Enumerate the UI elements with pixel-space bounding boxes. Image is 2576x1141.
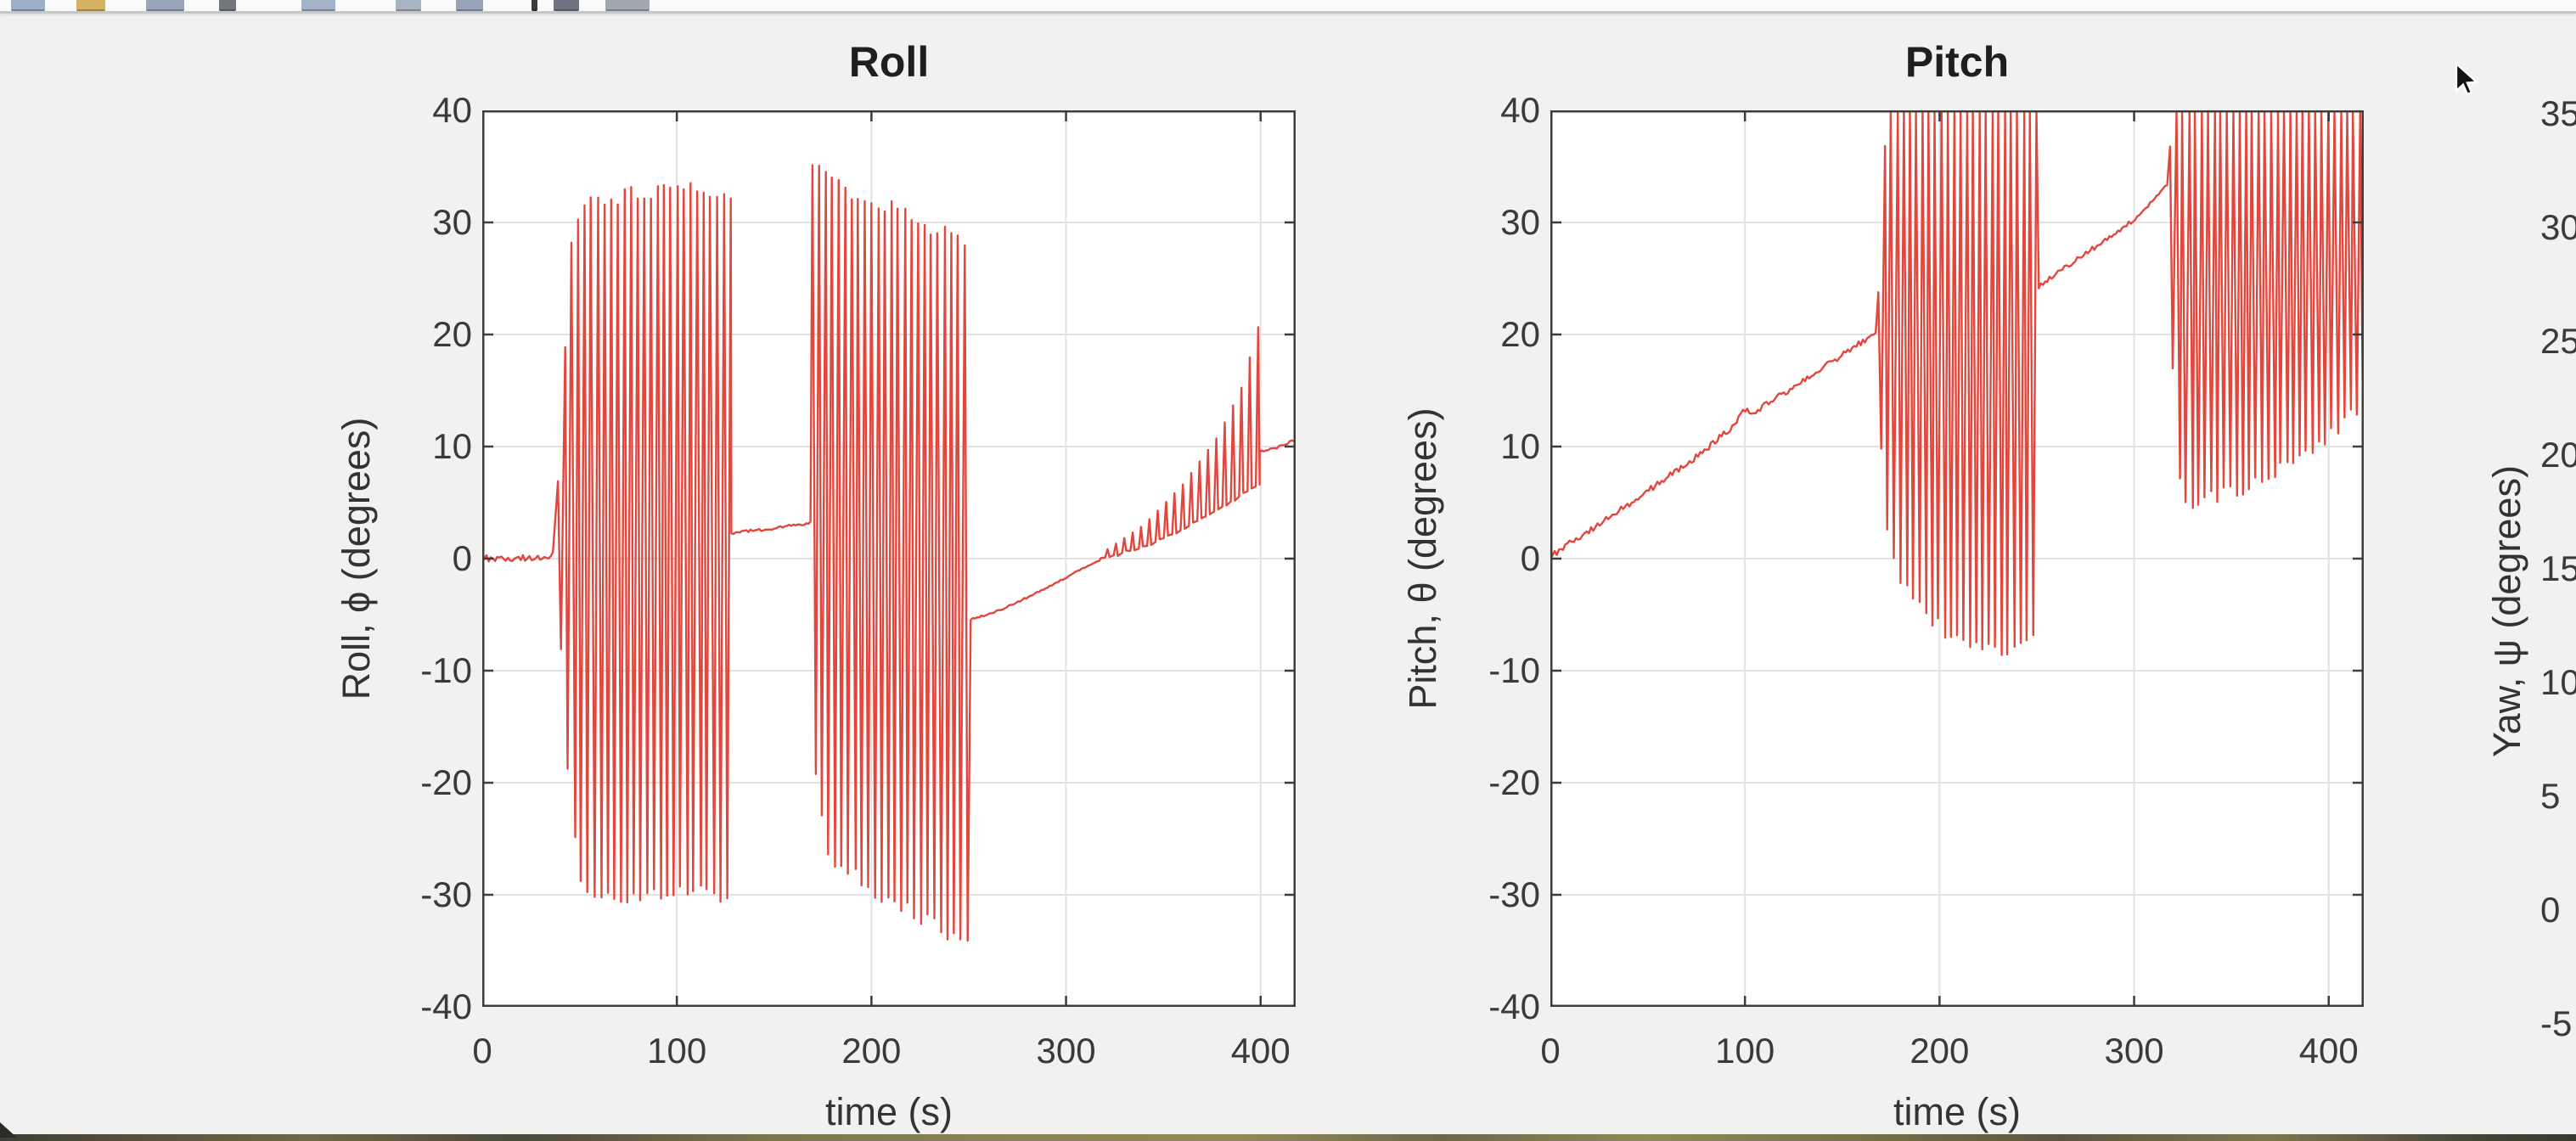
x-tick-label: 0	[472, 1031, 492, 1071]
figure-toolbar	[0, 0, 2576, 12]
y-tick-label: 10	[1500, 426, 1540, 466]
yaw-y-tick-label: 35	[2540, 93, 2576, 133]
x-tick-label: 100	[647, 1031, 707, 1071]
y-tick-label: -30	[420, 874, 472, 914]
screen-corner-artifact	[0, 1122, 17, 1138]
toolbar-icon-stub[interactable]	[76, 0, 105, 12]
y-tick-label: 10	[432, 426, 472, 466]
yaw-y-tick-label: -5	[2540, 1003, 2573, 1043]
x-tick-label: 200	[1910, 1031, 1970, 1071]
y-tick-label: -10	[420, 650, 472, 690]
toolbar-icon-stub[interactable]	[456, 0, 483, 12]
yaw-y-tick-label: 30	[2540, 207, 2576, 247]
pitch-plot-title: Pitch	[1904, 38, 2010, 86]
yaw-y-tick-label: 5	[2540, 776, 2561, 816]
y-tick-label: -20	[1488, 762, 1540, 802]
toolbar-icon-stub[interactable]	[554, 0, 579, 12]
y-tick-label: -40	[420, 986, 472, 1026]
y-tick-label: 20	[432, 314, 472, 354]
yaw-y-tick-label: 15	[2540, 548, 2576, 588]
toolbar-icon-stub[interactable]	[301, 0, 335, 12]
y-tick-label: -10	[1488, 650, 1540, 690]
yaw-y-tick-label: 10	[2540, 662, 2576, 702]
x-tick-label: 400	[2298, 1031, 2359, 1071]
x-tick-label: 200	[841, 1031, 902, 1071]
y-tick-label: -40	[1488, 986, 1540, 1026]
plot-area	[482, 110, 1296, 1007]
y-tick-label: 40	[1500, 90, 1540, 130]
y-tick-label: 20	[1500, 314, 1540, 354]
x-tick-label: 300	[1036, 1031, 1096, 1071]
toolbar-icon-stub[interactable]	[146, 0, 184, 12]
y-tick-label: -30	[1488, 874, 1540, 914]
yaw-y-tick-label: 25	[2540, 321, 2576, 361]
yaw-y-tick-label: 0	[2540, 890, 2561, 930]
toolbar-icon-stub[interactable]	[11, 0, 45, 12]
plot-area	[1550, 110, 2364, 1007]
roll-plot-title: Roll	[848, 38, 930, 86]
x-tick-label: 100	[1715, 1031, 1775, 1071]
y-tick-label: 30	[432, 202, 472, 242]
x-tick-label: 0	[1540, 1031, 1561, 1071]
taskbar-top-edge	[0, 1134, 2576, 1141]
yaw-y-axis-label: Yaw, ψ (degrees)	[2485, 465, 2528, 757]
toolbar-icon-stub[interactable]	[219, 0, 236, 12]
toolbar-divider	[0, 11, 2576, 14]
y-tick-label: 40	[432, 90, 472, 130]
x-tick-label: 300	[2104, 1031, 2164, 1071]
y-tick-label: 0	[452, 538, 472, 578]
pitch-x-axis-label: time (s)	[1893, 1090, 2021, 1133]
mouse-cursor-icon	[2455, 62, 2479, 96]
toolbar-icon-stub[interactable]	[532, 0, 537, 12]
roll-x-axis-label: time (s)	[825, 1090, 953, 1133]
yaw-y-tick-label: 20	[2540, 435, 2576, 475]
y-tick-label: 0	[1520, 538, 1540, 578]
toolbar-icon-stub[interactable]	[605, 0, 650, 12]
toolbar-icon-stub[interactable]	[396, 0, 421, 12]
y-tick-label: -20	[420, 762, 472, 802]
y-tick-label: 30	[1500, 202, 1540, 242]
x-tick-label: 400	[1230, 1031, 1291, 1071]
